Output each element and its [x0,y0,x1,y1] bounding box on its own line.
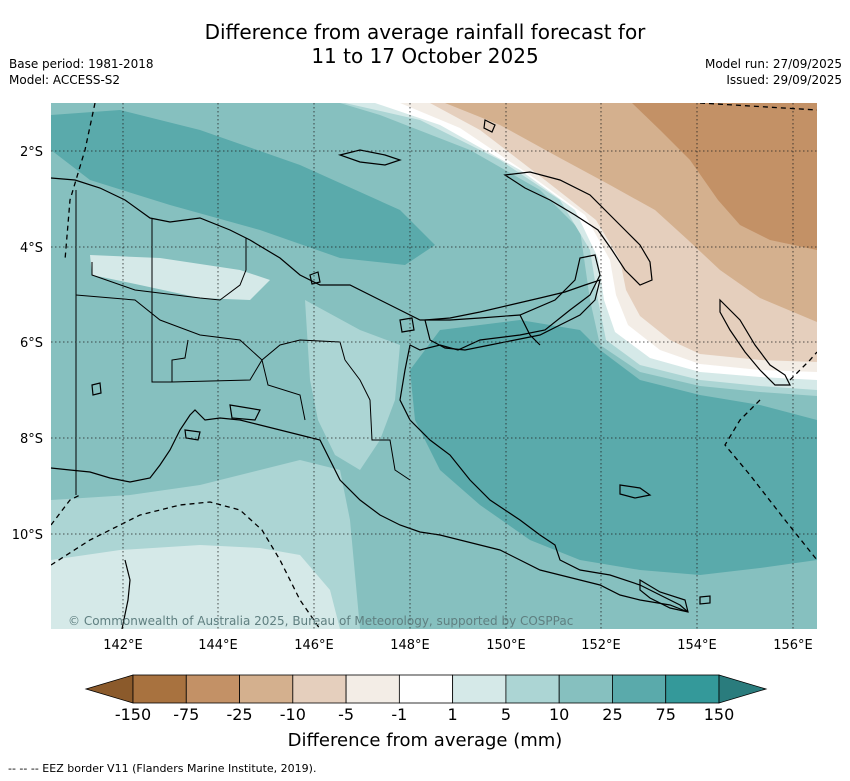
title-line-1: Difference from average rainfall forecas… [204,20,646,44]
south-coast [51,409,689,613]
eez-north-west [64,103,96,261]
new-ireland [503,171,653,286]
lat-label: 10°S [12,528,43,543]
cape-york [121,559,131,629]
colorbar-box [398,674,454,704]
huon-coast [519,314,541,346]
lon-label: 150°E [486,638,526,653]
eez-south-west [51,501,321,629]
colorbar-box [558,674,613,704]
legend-label: Difference from average (mm) [287,730,563,751]
coastlines [51,119,791,629]
band-5-10-central [305,300,400,470]
colorbar-tick: 5 [501,705,511,724]
colorbar-box [665,674,720,704]
colorbar-tick: -150 [115,705,151,724]
copyright-notice: © Commonwealth of Australia 2025, Bureau… [68,614,574,628]
eez-north-east [699,103,817,111]
colorbar-tick: -25 [226,705,252,724]
lon-label: 152°E [581,638,621,653]
map-title: Difference from average rainfall forecas… [0,20,850,68]
colorbar-box [345,674,400,704]
colorbar-box [292,674,347,704]
province-border-6 [344,359,411,481]
colorbar-box [239,674,294,704]
eez-footnote: -- -- -- EEZ border V11 (Flanders Marine… [8,762,317,775]
bougainville [719,298,791,386]
colorbar-tick: -5 [338,705,354,724]
eez-borders [51,103,817,629]
karkar-island [309,271,321,285]
province-border-2 [91,238,247,301]
band-25-75-nw [51,110,435,265]
colorbar-tick: -75 [173,705,199,724]
lon-label: 146°E [294,638,334,653]
umboi-island [399,317,415,333]
colorbar-extend-high [718,674,768,704]
rainfall-field [51,103,817,629]
model-name: Model: ACCESS-S2 [9,73,121,87]
colorbar [84,674,768,704]
province-border-1 [151,218,189,383]
colorbar-tick: 1 [448,705,458,724]
colorbar-box [185,674,240,704]
band-10-25-sw [51,280,305,505]
lat-labels: 2°S 4°S 6°S 8°S 10°S [12,145,43,543]
island-small-1 [184,429,201,441]
lat-label: 6°S [20,336,43,351]
lon-label: 148°E [390,638,430,653]
lon-label: 144°E [198,638,238,653]
eez-east [724,399,817,561]
meta-left: Base period: 1981-2018 Model: ACCESS-S2 [9,56,154,88]
fly-delta [229,404,261,421]
province-border-5 [75,294,263,361]
colorbar-tick-labels: -150 -75 -25 -10 -5 -1 1 5 10 25 75 150 [115,705,734,724]
colorbar-box [452,674,507,704]
east-coast [399,344,689,613]
island-small-3 [699,595,711,605]
model-run: Model run: 27/09/2025 [704,57,842,71]
title-line-2: 11 to 17 October 2025 [311,44,539,68]
colorbar-tick: -10 [280,705,306,724]
eez-sw-edge [51,494,81,526]
lon-label: 154°E [677,638,717,653]
island-small-2 [91,382,102,396]
mussau-island [483,119,496,133]
colorbar-box [132,674,187,704]
colorbar-tick: 150 [704,705,735,724]
lon-label: 156°E [773,638,813,653]
meta-right: Model run: 27/09/2025 Issued: 29/09/2025 [705,56,842,88]
colorbar-box [505,674,560,704]
issued-date: Issued: 29/09/2025 [726,73,842,87]
eez-east-upper [789,351,817,381]
colorbar-tick: 25 [602,705,622,724]
lat-label: 4°S [20,241,43,256]
colorbar-extend-low [84,674,134,704]
north-coast [51,177,601,351]
colorbar-tick: 10 [549,705,569,724]
colorbar-tick: 75 [656,705,676,724]
new-britain [424,279,601,351]
rossel-island [639,578,689,613]
colorbar-tick: -1 [391,705,407,724]
base-period: Base period: 1981-2018 [9,57,154,71]
band-1-5-highlands [90,255,270,300]
band-25-75-south [410,320,817,575]
colorbar-box [612,674,667,704]
lon-label: 142°E [103,638,143,653]
lon-labels: 142°E 144°E 146°E 148°E 150°E 152°E 154°… [103,638,813,653]
manus-island [337,149,402,166]
woodlark-island [619,484,652,499]
province-border-4 [261,359,306,421]
lat-label: 8°S [20,432,43,447]
band-minus-25-75 [632,103,817,250]
lat-label: 2°S [20,145,43,160]
